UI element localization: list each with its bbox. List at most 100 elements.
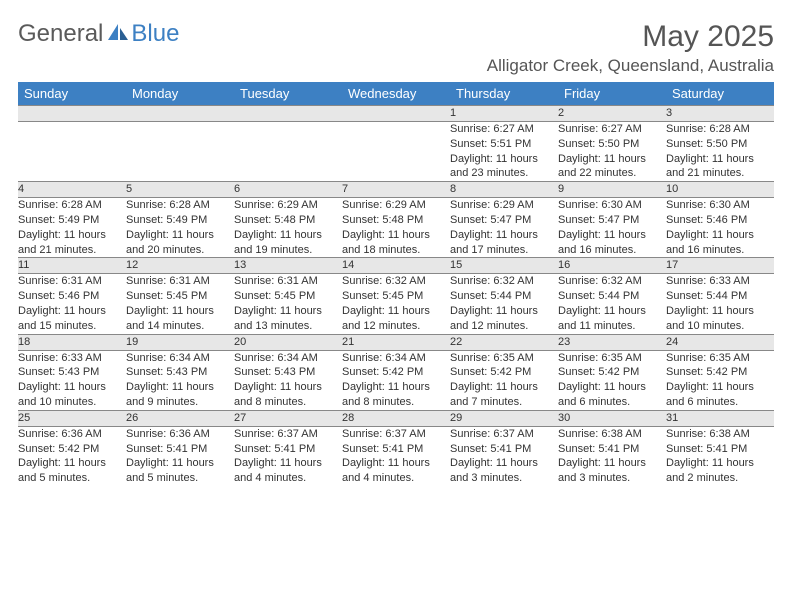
day-number: 24 (666, 334, 774, 350)
daynum-row: 18192021222324 (18, 334, 774, 350)
daylight-text: Daylight: 11 hours and 21 minutes. (18, 228, 126, 258)
daynum-row: 123 (18, 106, 774, 122)
sunrise-text: Sunrise: 6:32 AM (342, 274, 450, 289)
empty-daybody (342, 121, 450, 181)
month-title: May 2025 (487, 20, 774, 54)
daylight-text: Daylight: 11 hours and 11 minutes. (558, 304, 666, 334)
sunset-text: Sunset: 5:42 PM (666, 365, 774, 380)
day-number: 10 (666, 182, 774, 198)
day-cell: Sunrise: 6:32 AMSunset: 5:44 PMDaylight:… (450, 274, 558, 334)
daylight-text: Daylight: 11 hours and 21 minutes. (666, 152, 774, 182)
day-cell: Sunrise: 6:29 AMSunset: 5:48 PMDaylight:… (342, 198, 450, 258)
empty-daynum (234, 106, 342, 122)
sunrise-text: Sunrise: 6:30 AM (558, 198, 666, 213)
daybody-row: Sunrise: 6:28 AMSunset: 5:49 PMDaylight:… (18, 198, 774, 258)
day-number: 22 (450, 334, 558, 350)
daylight-text: Daylight: 11 hours and 9 minutes. (126, 380, 234, 410)
day-number: 23 (558, 334, 666, 350)
daylight-text: Daylight: 11 hours and 18 minutes. (342, 228, 450, 258)
sunset-text: Sunset: 5:41 PM (558, 442, 666, 457)
day-number: 30 (558, 410, 666, 426)
sunrise-text: Sunrise: 6:36 AM (18, 427, 126, 442)
sunrise-text: Sunrise: 6:32 AM (558, 274, 666, 289)
day-number: 31 (666, 410, 774, 426)
daylight-text: Daylight: 11 hours and 10 minutes. (666, 304, 774, 334)
sunrise-text: Sunrise: 6:34 AM (234, 351, 342, 366)
empty-daynum (18, 106, 126, 122)
day-number: 25 (18, 410, 126, 426)
sunset-text: Sunset: 5:43 PM (18, 365, 126, 380)
day-number: 1 (450, 106, 558, 122)
day-cell: Sunrise: 6:34 AMSunset: 5:42 PMDaylight:… (342, 350, 450, 410)
day-number: 13 (234, 258, 342, 274)
sunset-text: Sunset: 5:49 PM (126, 213, 234, 228)
sunrise-text: Sunrise: 6:27 AM (450, 122, 558, 137)
header: General Blue May 2025 Alligator Creek, Q… (18, 20, 774, 76)
sunrise-text: Sunrise: 6:34 AM (126, 351, 234, 366)
sunrise-text: Sunrise: 6:37 AM (342, 427, 450, 442)
day-header: Monday (126, 82, 234, 106)
sunset-text: Sunset: 5:41 PM (342, 442, 450, 457)
sunrise-text: Sunrise: 6:36 AM (126, 427, 234, 442)
day-cell: Sunrise: 6:35 AMSunset: 5:42 PMDaylight:… (666, 350, 774, 410)
day-cell: Sunrise: 6:35 AMSunset: 5:42 PMDaylight:… (558, 350, 666, 410)
day-cell: Sunrise: 6:28 AMSunset: 5:49 PMDaylight:… (126, 198, 234, 258)
calendar-table: SundayMondayTuesdayWednesdayThursdayFrid… (18, 82, 774, 486)
daylight-text: Daylight: 11 hours and 17 minutes. (450, 228, 558, 258)
logo-sail-icon (107, 23, 129, 41)
sunrise-text: Sunrise: 6:34 AM (342, 351, 450, 366)
day-header: Wednesday (342, 82, 450, 106)
day-number: 6 (234, 182, 342, 198)
daynum-row: 25262728293031 (18, 410, 774, 426)
day-header-row: SundayMondayTuesdayWednesdayThursdayFrid… (18, 82, 774, 106)
sunset-text: Sunset: 5:42 PM (342, 365, 450, 380)
daylight-text: Daylight: 11 hours and 15 minutes. (18, 304, 126, 334)
day-number: 18 (18, 334, 126, 350)
sunrise-text: Sunrise: 6:38 AM (558, 427, 666, 442)
sunrise-text: Sunrise: 6:33 AM (18, 351, 126, 366)
sunrise-text: Sunrise: 6:31 AM (18, 274, 126, 289)
sunset-text: Sunset: 5:45 PM (126, 289, 234, 304)
day-cell: Sunrise: 6:36 AMSunset: 5:41 PMDaylight:… (126, 426, 234, 486)
daylight-text: Daylight: 11 hours and 12 minutes. (450, 304, 558, 334)
day-cell: Sunrise: 6:31 AMSunset: 5:45 PMDaylight:… (126, 274, 234, 334)
empty-daybody (234, 121, 342, 181)
sunset-text: Sunset: 5:50 PM (558, 137, 666, 152)
logo-text-general: General (18, 20, 103, 48)
sunrise-text: Sunrise: 6:28 AM (666, 122, 774, 137)
calendar-body: 123 Sunrise: 6:27 AMSunset: 5:51 PMDayli… (18, 106, 774, 487)
sunrise-text: Sunrise: 6:37 AM (450, 427, 558, 442)
daylight-text: Daylight: 11 hours and 2 minutes. (666, 456, 774, 486)
day-number: 26 (126, 410, 234, 426)
day-number: 27 (234, 410, 342, 426)
sunset-text: Sunset: 5:42 PM (18, 442, 126, 457)
day-cell: Sunrise: 6:29 AMSunset: 5:48 PMDaylight:… (234, 198, 342, 258)
day-number: 16 (558, 258, 666, 274)
day-number: 2 (558, 106, 666, 122)
day-number: 14 (342, 258, 450, 274)
day-header: Tuesday (234, 82, 342, 106)
daybody-row: Sunrise: 6:31 AMSunset: 5:46 PMDaylight:… (18, 274, 774, 334)
sunset-text: Sunset: 5:48 PM (342, 213, 450, 228)
day-header: Sunday (18, 82, 126, 106)
sunrise-text: Sunrise: 6:29 AM (342, 198, 450, 213)
day-number: 4 (18, 182, 126, 198)
day-cell: Sunrise: 6:37 AMSunset: 5:41 PMDaylight:… (234, 426, 342, 486)
sunset-text: Sunset: 5:51 PM (450, 137, 558, 152)
day-cell: Sunrise: 6:30 AMSunset: 5:47 PMDaylight:… (558, 198, 666, 258)
daylight-text: Daylight: 11 hours and 3 minutes. (558, 456, 666, 486)
day-number: 7 (342, 182, 450, 198)
sunset-text: Sunset: 5:49 PM (18, 213, 126, 228)
day-number: 20 (234, 334, 342, 350)
day-cell: Sunrise: 6:36 AMSunset: 5:42 PMDaylight:… (18, 426, 126, 486)
daylight-text: Daylight: 11 hours and 6 minutes. (558, 380, 666, 410)
day-number: 8 (450, 182, 558, 198)
daybody-row: Sunrise: 6:33 AMSunset: 5:43 PMDaylight:… (18, 350, 774, 410)
day-header: Saturday (666, 82, 774, 106)
sunset-text: Sunset: 5:46 PM (18, 289, 126, 304)
daylight-text: Daylight: 11 hours and 3 minutes. (450, 456, 558, 486)
day-cell: Sunrise: 6:31 AMSunset: 5:46 PMDaylight:… (18, 274, 126, 334)
day-cell: Sunrise: 6:27 AMSunset: 5:50 PMDaylight:… (558, 121, 666, 181)
sunrise-text: Sunrise: 6:29 AM (450, 198, 558, 213)
daylight-text: Daylight: 11 hours and 16 minutes. (666, 228, 774, 258)
